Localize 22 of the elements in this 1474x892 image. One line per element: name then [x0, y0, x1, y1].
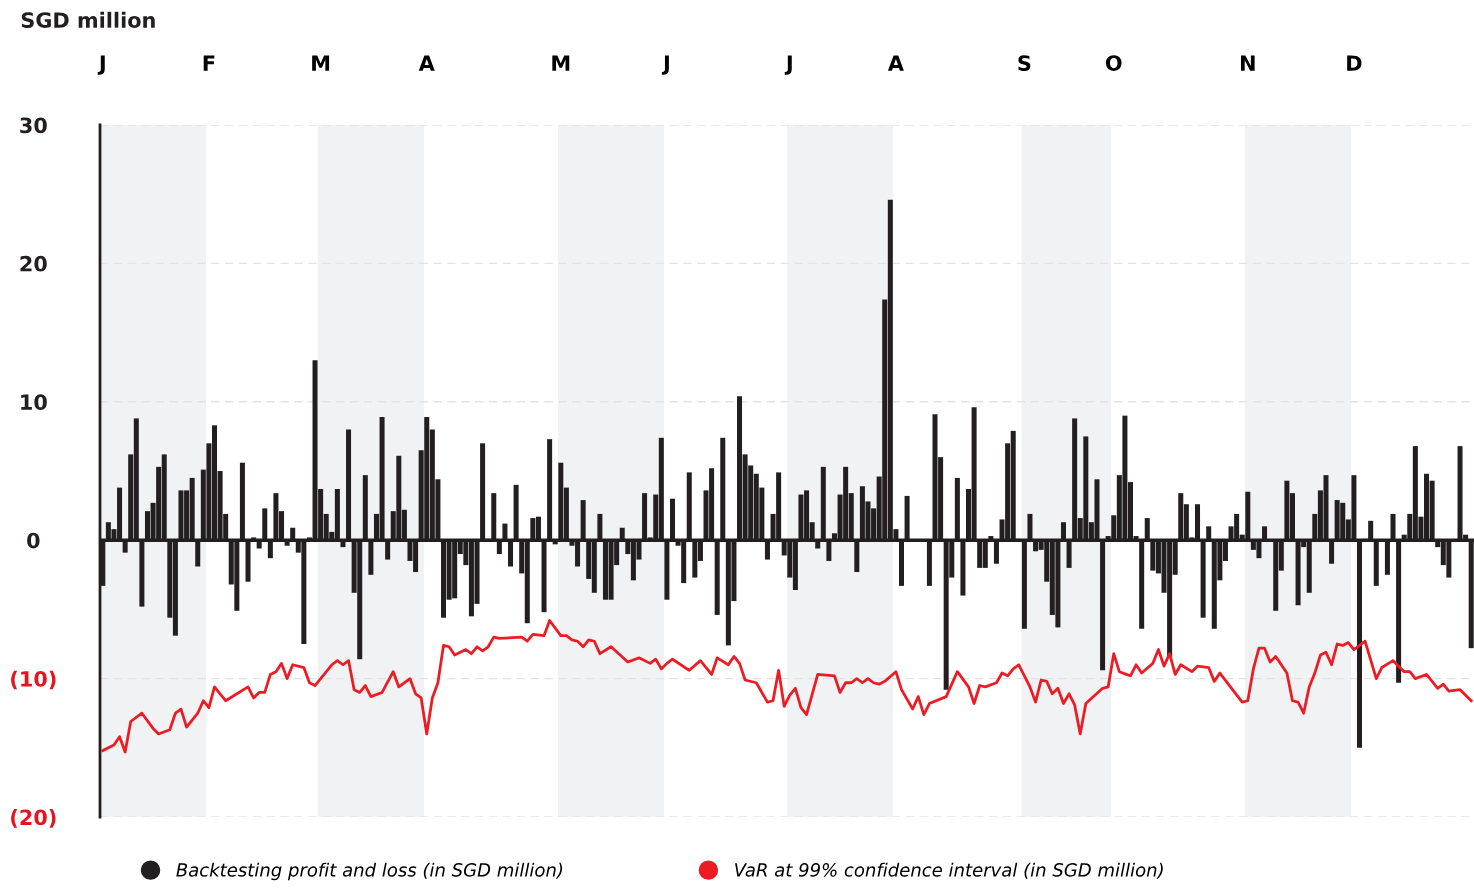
legend-label: VaR at 99% confidence interval (in SGD million) — [735, 862, 1163, 879]
y-tick-label: 10 — [21, 394, 47, 411]
x-tick-label: A — [887, 55, 904, 71]
x-tick-label: A — [418, 55, 435, 71]
x-tick-label: N — [1240, 55, 1255, 71]
y-tick-label: 20 — [20, 255, 47, 272]
x-tick-label: D — [1347, 55, 1362, 71]
y-tick-label: (20) — [11, 809, 56, 828]
x-tick-label: J — [661, 55, 669, 75]
x-tick-label: J — [97, 55, 105, 75]
y-tick-label: (10) — [11, 670, 56, 690]
x-tick-label: M — [552, 55, 570, 71]
x-tick-label: J — [784, 55, 792, 75]
x-tick-label: S — [1018, 55, 1031, 71]
x-tick-label: O — [1105, 55, 1122, 71]
line-series — [101, 619, 1473, 754]
x-tick-label: F — [203, 55, 215, 71]
x-tick-label: M — [312, 55, 330, 71]
y-tick-label: 30 — [20, 117, 47, 134]
legend-label: Backtesting profit and loss (in SGD million) — [176, 862, 563, 881]
y-tick-label: 0 — [27, 532, 40, 549]
y-axis-title: SGD million — [21, 11, 155, 28]
